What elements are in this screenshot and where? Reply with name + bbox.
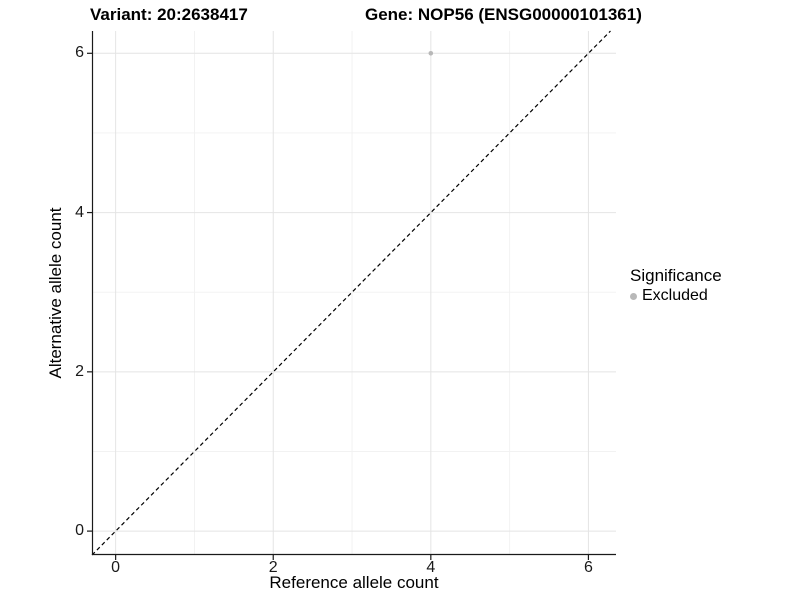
plot-panel [87, 30, 616, 560]
y-tick-label: 2 [75, 362, 84, 380]
y-axis-title: Alternative allele count [46, 207, 65, 379]
y-tick-label: 4 [75, 203, 84, 221]
y-tick-label: 0 [75, 522, 84, 540]
legend-title: Significance [630, 266, 722, 285]
x-axis-title: Reference allele count [269, 573, 439, 592]
x-tick-label: 4 [426, 559, 436, 576]
x-tick-label: 6 [583, 559, 593, 576]
legend-point-icon [630, 292, 637, 300]
identity-dashed-line [91, 30, 611, 556]
gene-title: Gene: NOP56 (ENSG00000101361) [365, 5, 642, 24]
x-tick-label: 2 [268, 559, 278, 576]
data-point [428, 50, 434, 56]
legend: Significance Excluded [630, 266, 722, 306]
legend-item-label: Excluded [642, 287, 708, 304]
chart-canvas [87, 30, 616, 560]
x-tick-label: 0 [111, 559, 121, 576]
y-tick-label: 6 [75, 44, 84, 62]
variant-title: Variant: 20:2638417 [90, 5, 248, 24]
legend-item-excluded: Excluded [630, 286, 722, 306]
